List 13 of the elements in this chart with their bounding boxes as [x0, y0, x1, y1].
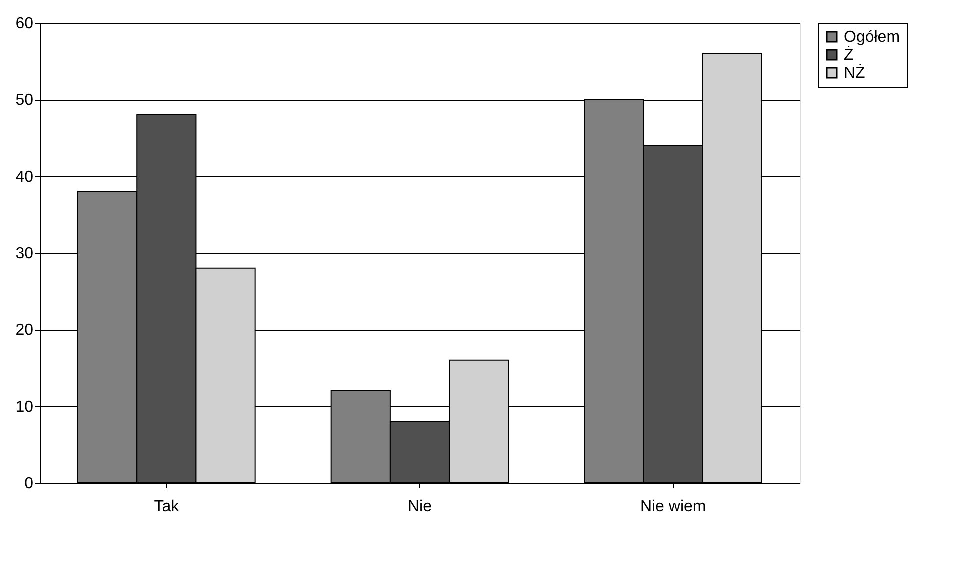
y-tick-label: 60 [16, 16, 34, 32]
legend-label: Ogółem [844, 29, 900, 46]
legend-label: Ż [844, 46, 854, 64]
y-tick-label: 20 [16, 322, 34, 340]
y-tick-label: 50 [16, 92, 34, 110]
legend-label: NŻ [844, 64, 866, 82]
x-tick-label: Tak [154, 498, 180, 516]
x-tick-label: Nie [408, 498, 432, 516]
y-tick-label: 0 [24, 476, 34, 492]
y-tick-label: 10 [16, 398, 34, 416]
y-tick-label: 30 [16, 246, 34, 262]
y-tick-label: 40 [16, 168, 34, 186]
x-tick-label: Nie wiem [640, 498, 706, 516]
